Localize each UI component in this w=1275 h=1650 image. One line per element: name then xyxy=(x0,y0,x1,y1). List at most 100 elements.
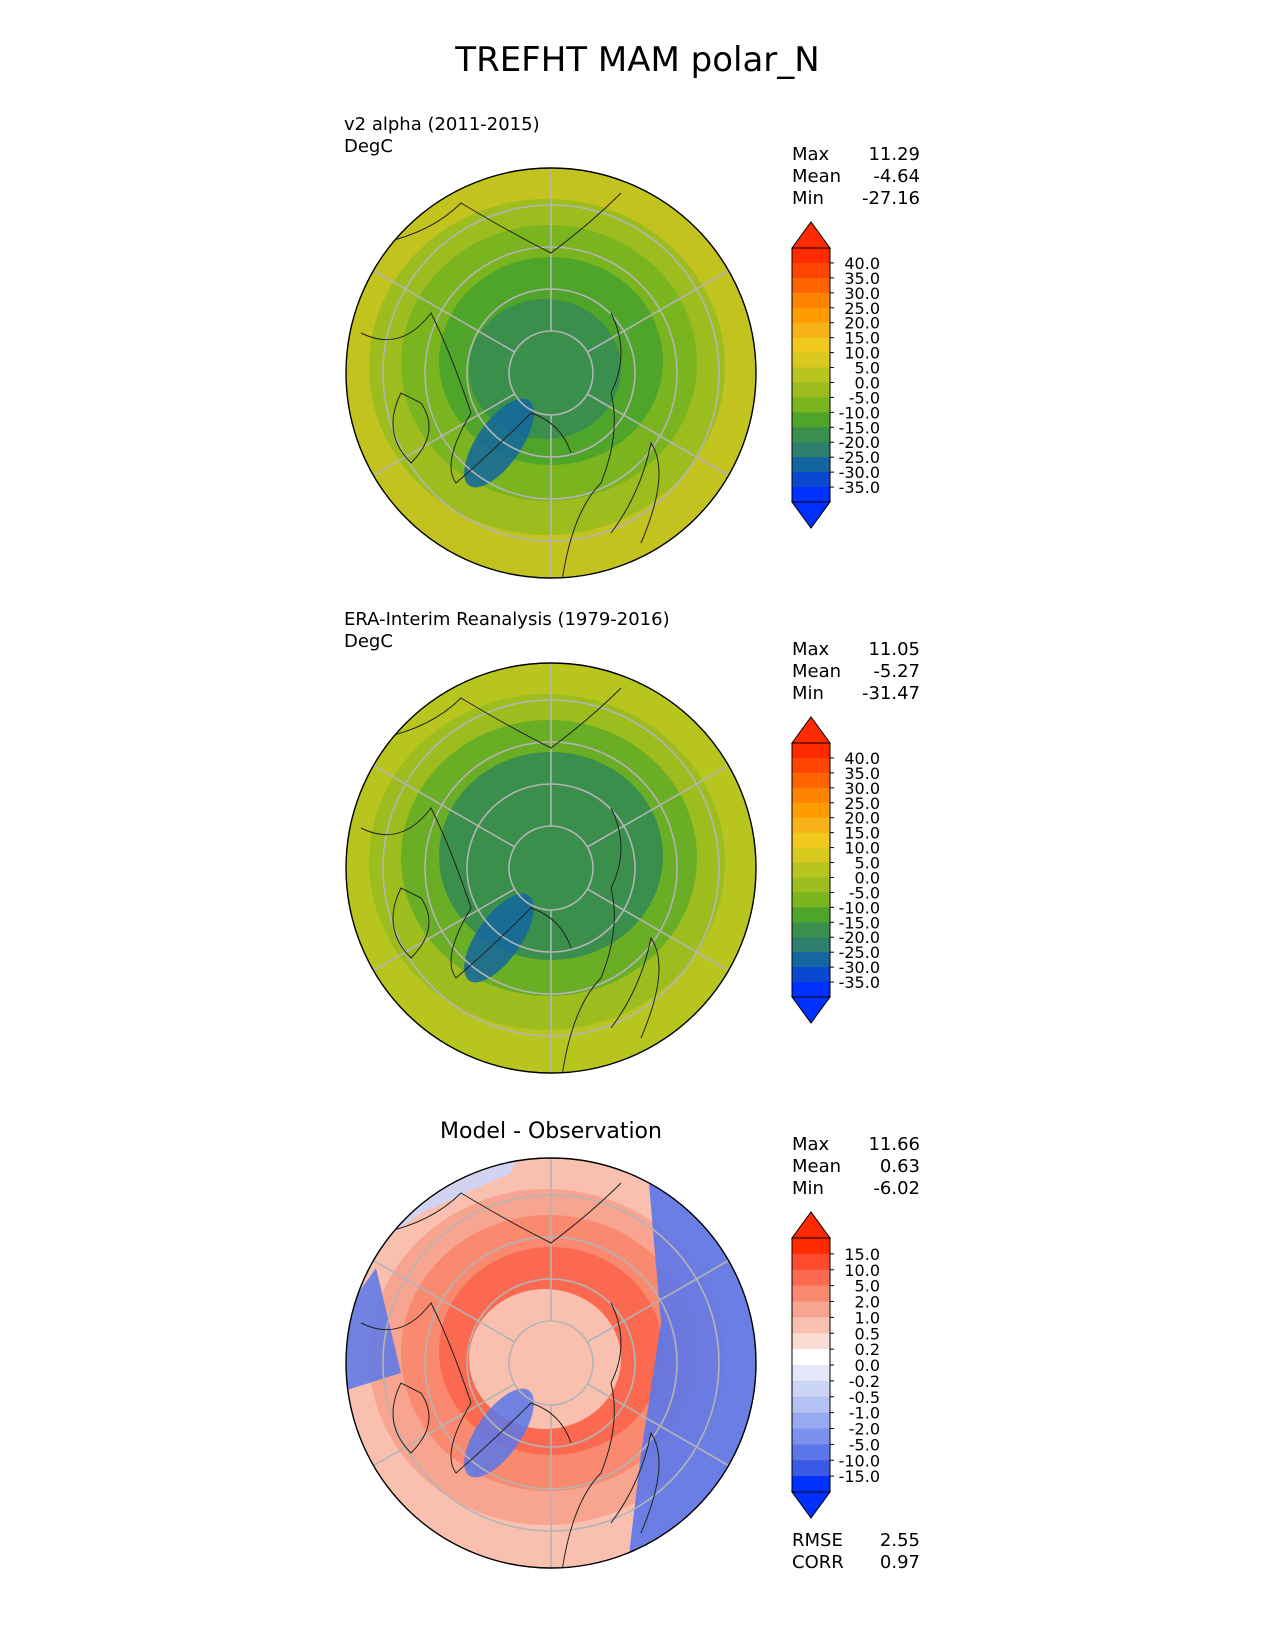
colorbar-tick-label: 20.0 xyxy=(844,809,880,828)
colorbar-tick-label: -15.0 xyxy=(839,1467,880,1486)
colorbar-swatch xyxy=(792,307,830,324)
colorbar-swatch xyxy=(792,907,830,923)
stat-mean: Mean 0.63 xyxy=(792,1156,920,1178)
colorbar-swatch xyxy=(792,1412,830,1429)
colorbar-frame xyxy=(791,742,831,998)
meridian-line xyxy=(373,269,516,353)
colorbar-swatch xyxy=(792,802,830,819)
colorbar-swatch xyxy=(792,442,830,458)
colorbar-tick-label: 0.5 xyxy=(855,1324,880,1343)
colorbar-tick-label: -35.0 xyxy=(839,478,880,497)
stat-label: Min xyxy=(792,188,824,209)
meridian-line xyxy=(586,1259,729,1343)
colorbar-swatch xyxy=(792,967,830,983)
colorbar-swatch xyxy=(792,1349,830,1366)
colorbar-tick-label: -0.5 xyxy=(849,1388,880,1407)
panel-test: v2 alpha (2011-2015) DegC Max 11.29 Mean -… xyxy=(0,110,1275,600)
colorbar-swatch xyxy=(792,847,830,864)
stat-min: Min -6.02 xyxy=(792,1178,920,1200)
metric-value: 0.97 xyxy=(879,1552,920,1573)
colorbar-swatch xyxy=(792,862,830,878)
polar-map xyxy=(345,167,757,579)
stat-min: Min -31.47 xyxy=(792,683,920,705)
metric-value: 2.55 xyxy=(879,1530,920,1551)
colorbar-swatch xyxy=(792,952,830,968)
colorbar-tick-label: 35.0 xyxy=(844,764,880,783)
stat-label: Mean xyxy=(792,1156,842,1177)
colorbar-swatch xyxy=(792,457,830,473)
stats-block: Max 11.05 Mean -5.27 Min -31.47 xyxy=(792,639,920,705)
stat-label: Mean xyxy=(792,166,842,187)
colorbar-frame xyxy=(791,247,831,503)
stat-mean: Mean -4.64 xyxy=(792,166,920,188)
colorbar: 40.035.030.025.020.015.010.05.00.0-5.0-1… xyxy=(791,221,880,529)
colorbar-swatch xyxy=(792,757,830,774)
colorbar-swatch xyxy=(792,832,830,849)
colorbar-swatch xyxy=(792,397,830,413)
colorbar-tick-label: 15.0 xyxy=(844,329,880,348)
colorbar-tick-label: 20.0 xyxy=(844,314,880,333)
meridian-line xyxy=(586,1383,729,1467)
polar-map xyxy=(345,1157,757,1569)
panel-reference: ERA-Interim Reanalysis (1979-2016) DegC … xyxy=(0,605,1275,1095)
metric-label: CORR xyxy=(792,1552,844,1573)
colorbar-swatch xyxy=(792,1476,830,1493)
colorbar-tick-label: 10.0 xyxy=(844,839,880,858)
colorbar-extend-bottom xyxy=(791,1491,831,1519)
figure-title: TREFHT MAM polar_N xyxy=(455,40,820,80)
colorbar-extend-top xyxy=(791,716,831,744)
colorbar-swatch xyxy=(792,877,830,893)
stat-label: Max xyxy=(792,639,830,660)
colorbar-swatch xyxy=(792,277,830,294)
colorbar-tick-label: -1.0 xyxy=(849,1404,880,1423)
colorbar-tick-label: 30.0 xyxy=(844,284,880,303)
panel-units: DegC xyxy=(344,631,393,652)
colorbar-swatch xyxy=(792,1365,830,1382)
coastlines xyxy=(360,1182,660,1568)
colorbar-tick-label: 40.0 xyxy=(844,254,880,273)
colorbar-swatch xyxy=(792,382,830,398)
colorbar-swatch xyxy=(792,337,830,354)
colorbar-swatch xyxy=(792,1460,830,1477)
colorbar-swatch xyxy=(792,1317,830,1334)
meridian-line xyxy=(586,269,729,353)
colorbar-tick-label: -20.0 xyxy=(839,928,880,947)
colorbar-tick-label: -35.0 xyxy=(839,973,880,992)
stats-block: Max 11.29 Mean -4.64 Min -27.16 xyxy=(792,144,920,210)
field-cold-anomaly xyxy=(464,1388,534,1478)
colorbar-swatch xyxy=(792,1238,830,1255)
stat-max: Max 11.29 xyxy=(792,144,920,166)
colorbar-tick-label: 5.0 xyxy=(855,1277,880,1296)
colorbar-tick-label: -25.0 xyxy=(839,448,880,467)
stat-value: 11.05 xyxy=(868,639,920,660)
colorbar-tick-label: 10.0 xyxy=(844,344,880,363)
colorbar-tick-label: -5.0 xyxy=(849,883,880,902)
panel-units: DegC xyxy=(344,136,393,157)
meridian-line xyxy=(373,888,516,972)
colorbar-swatch xyxy=(792,937,830,953)
colorbar-swatch xyxy=(792,1269,830,1287)
colorbar-tick-label: -0.2 xyxy=(849,1372,880,1391)
stat-value: -5.27 xyxy=(873,661,920,682)
polar-map xyxy=(345,662,757,1074)
colorbar-tick-label: -25.0 xyxy=(839,943,880,962)
metric-label: RMSE xyxy=(792,1530,843,1551)
colorbar-swatch xyxy=(792,487,830,503)
colorbar-swatch xyxy=(792,922,830,938)
colorbar-tick-label: 5.0 xyxy=(855,854,880,873)
colorbar-swatch xyxy=(792,982,830,998)
stat-label: Max xyxy=(792,144,830,165)
colorbar-tick-label: 1.0 xyxy=(855,1308,880,1327)
colorbar-tick-label: -10.0 xyxy=(839,403,880,422)
panel-title: Model - Observation xyxy=(440,1119,662,1144)
stat-value: -31.47 xyxy=(861,683,920,704)
field-core xyxy=(469,794,621,934)
coastlines xyxy=(360,687,660,1073)
meridian-line xyxy=(373,393,516,477)
colorbar-tick-label: 2.0 xyxy=(855,1293,880,1312)
map-field xyxy=(346,663,756,1073)
colorbar-swatch xyxy=(792,892,830,908)
colorbar-swatch xyxy=(792,262,830,279)
field-cold-anomaly xyxy=(464,398,534,488)
stat-max: Max 11.05 xyxy=(792,639,920,661)
